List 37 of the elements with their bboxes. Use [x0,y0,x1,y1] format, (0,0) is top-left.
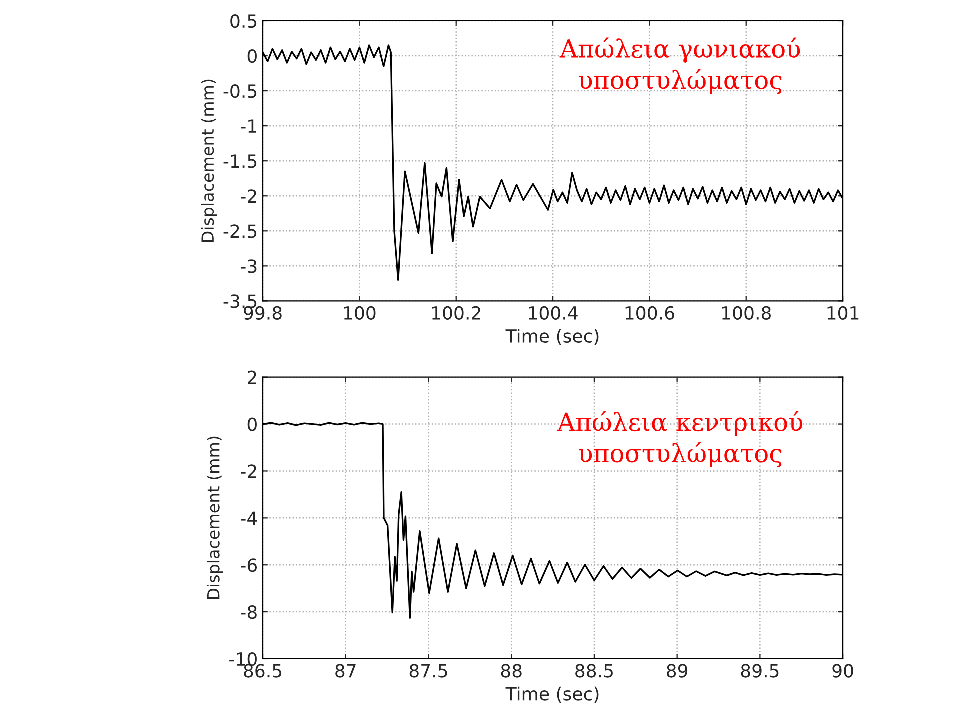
x-tick-label: 101 [828,306,859,320]
annotation: Απώλεια γωνιακού υποστυλώματος [560,38,800,94]
x-tick-label: 99.8 [244,306,282,320]
x-tick-label: 86.5 [244,664,282,678]
x-tick-label: 100.6 [626,306,674,320]
y-tick-label: -2 [241,464,256,478]
y-axis-title: Displacement (mm) [201,80,218,242]
y-tick-label: 0 [248,418,257,432]
x-tick-label: 88.5 [576,664,613,678]
y-tick-label: 2 [248,370,256,384]
x-tick-label: 87.5 [410,664,448,678]
x-axis-title: Time (sec) [506,329,599,346]
y-tick-label: -1 [241,120,256,133]
y-tick-label: -10 [230,652,257,666]
x-tick-label: 89.5 [741,664,779,678]
annotation: Απώλεια κεντρικού υποστυλώματος [557,411,803,468]
x-tick-label: 100 [344,306,376,320]
y-tick-label: 0 [248,49,257,64]
y-tick-label: -2 [241,190,256,203]
y-axis-title: Displacement (mm) [206,436,224,600]
y-tick-label: -4 [241,512,258,526]
x-tick-label: 89 [667,664,688,678]
x-tick-label: 100.4 [529,306,578,320]
x-tick-label: 88 [501,664,522,678]
x-axis-title: Time (sec) [506,686,599,703]
y-tick-label: -6 [241,558,258,572]
y-tick-label: -0.5 [224,84,257,98]
x-tick-label: 90 [832,664,854,678]
y-tick-label: -2.5 [224,224,257,238]
y-tick-label: -8 [241,606,257,620]
y-tick-label: 0.5 [230,14,257,28]
x-tick-label: 100.8 [722,306,771,320]
y-tick-label: -3 [241,260,257,274]
y-tick-label: -1.5 [224,154,257,168]
y-tick-label: -3.5 [224,294,257,308]
x-tick-label: 87 [336,664,356,678]
x-tick-label: 100.2 [432,306,480,320]
